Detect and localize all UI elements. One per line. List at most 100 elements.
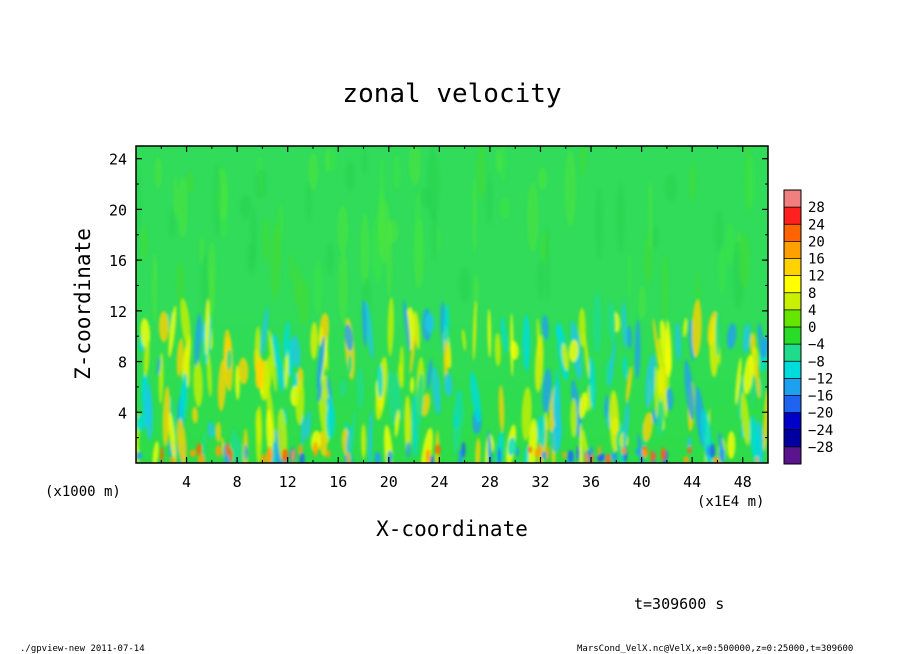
field-streak [683, 317, 688, 338]
field-streak [494, 332, 501, 367]
y-tick-label: 16 [109, 252, 127, 270]
colorbar-label: 28 [808, 200, 825, 216]
field-texture [652, 224, 660, 249]
field-streak [204, 299, 210, 356]
field-streak [387, 296, 394, 356]
field-texture [186, 170, 194, 194]
field-streak [368, 410, 373, 463]
field-streak [217, 359, 227, 412]
field-streak [318, 430, 328, 457]
field-streak [290, 335, 301, 368]
field-streak [740, 391, 750, 446]
field-texture [393, 154, 401, 190]
field-spot [267, 446, 273, 463]
field-streak [268, 329, 277, 392]
x-tick-label: 36 [582, 473, 600, 491]
field-spot [683, 456, 690, 463]
field-streak [579, 423, 584, 463]
field-streak [193, 359, 203, 408]
field-streak [642, 412, 653, 442]
colorbar-swatch [784, 412, 801, 431]
field-texture [324, 147, 330, 174]
field-texture [378, 198, 391, 264]
field-spot [497, 447, 501, 463]
x-tick-label: 4 [182, 473, 191, 491]
field-streak [317, 383, 323, 402]
colorbar-label: 24 [808, 217, 825, 233]
field-texture [151, 252, 158, 323]
field-streak [255, 405, 263, 463]
field-streak [305, 410, 312, 440]
x-tick-label: 8 [233, 473, 242, 491]
field-spot [374, 451, 382, 463]
field-streak [207, 421, 215, 439]
field-streak [498, 384, 505, 432]
field-streak [176, 338, 184, 377]
field-texture [724, 222, 736, 266]
field-spot [712, 457, 720, 463]
field-streak [472, 300, 477, 361]
x-tick-label: 12 [279, 473, 297, 491]
field-streak [316, 336, 326, 390]
field-streak [443, 372, 453, 397]
field-streak [326, 402, 335, 440]
x-tick-label: 16 [329, 473, 347, 491]
field-streak [522, 314, 531, 372]
field-streak [588, 356, 596, 411]
field-streak [301, 414, 306, 446]
x-tick-label: 40 [633, 473, 651, 491]
field-streak [555, 322, 562, 339]
field-spot [605, 453, 611, 463]
field-streak [568, 339, 579, 363]
field-streak [626, 325, 633, 349]
field-texture [308, 152, 319, 191]
field-streak [666, 320, 672, 372]
heatmap-streaks [136, 146, 768, 463]
colorbar-swatch [784, 378, 801, 396]
field-texture [338, 250, 348, 324]
field-streak [347, 354, 353, 376]
field-streak [675, 321, 682, 362]
field-streak [344, 324, 354, 352]
field-texture [177, 176, 188, 238]
field-texture [306, 181, 312, 223]
field-streak [262, 356, 273, 400]
field-texture [564, 149, 576, 228]
field-streak [742, 322, 751, 354]
chart-title: zonal velocity [342, 79, 561, 109]
field-spot [326, 450, 331, 458]
field-spot [660, 447, 666, 461]
field-streak [399, 345, 404, 385]
field-spot [260, 454, 265, 463]
field-texture [537, 258, 545, 299]
field-streak [348, 409, 356, 463]
field-texture [414, 191, 423, 266]
field-spot [709, 443, 716, 459]
field-streak [326, 376, 332, 398]
field-streak [230, 428, 239, 463]
footer-right: MarsCond_VelX.nc@VelX,x=0:500000,z=0:250… [577, 644, 853, 654]
field-texture [239, 194, 252, 220]
colorbar-label: 8 [808, 286, 816, 302]
field-texture [140, 225, 148, 261]
field-streak [168, 412, 177, 463]
field-streak [339, 379, 347, 398]
field-streak [454, 390, 465, 428]
field-texture [545, 225, 550, 301]
field-streak [415, 373, 424, 433]
field-spot [430, 455, 434, 463]
x-tick-label: 24 [430, 473, 448, 491]
field-streak [393, 372, 403, 420]
field-streak [510, 312, 514, 377]
field-texture [627, 251, 632, 299]
field-streak [158, 311, 169, 343]
colorbar-swatch [784, 190, 801, 208]
field-streak [604, 395, 609, 419]
colorbar-label: 0 [808, 320, 816, 336]
colorbar-label: −8 [808, 354, 825, 370]
field-spot [584, 451, 589, 463]
field-texture [426, 146, 439, 223]
field-spot [244, 444, 248, 461]
field-streak [361, 423, 366, 459]
